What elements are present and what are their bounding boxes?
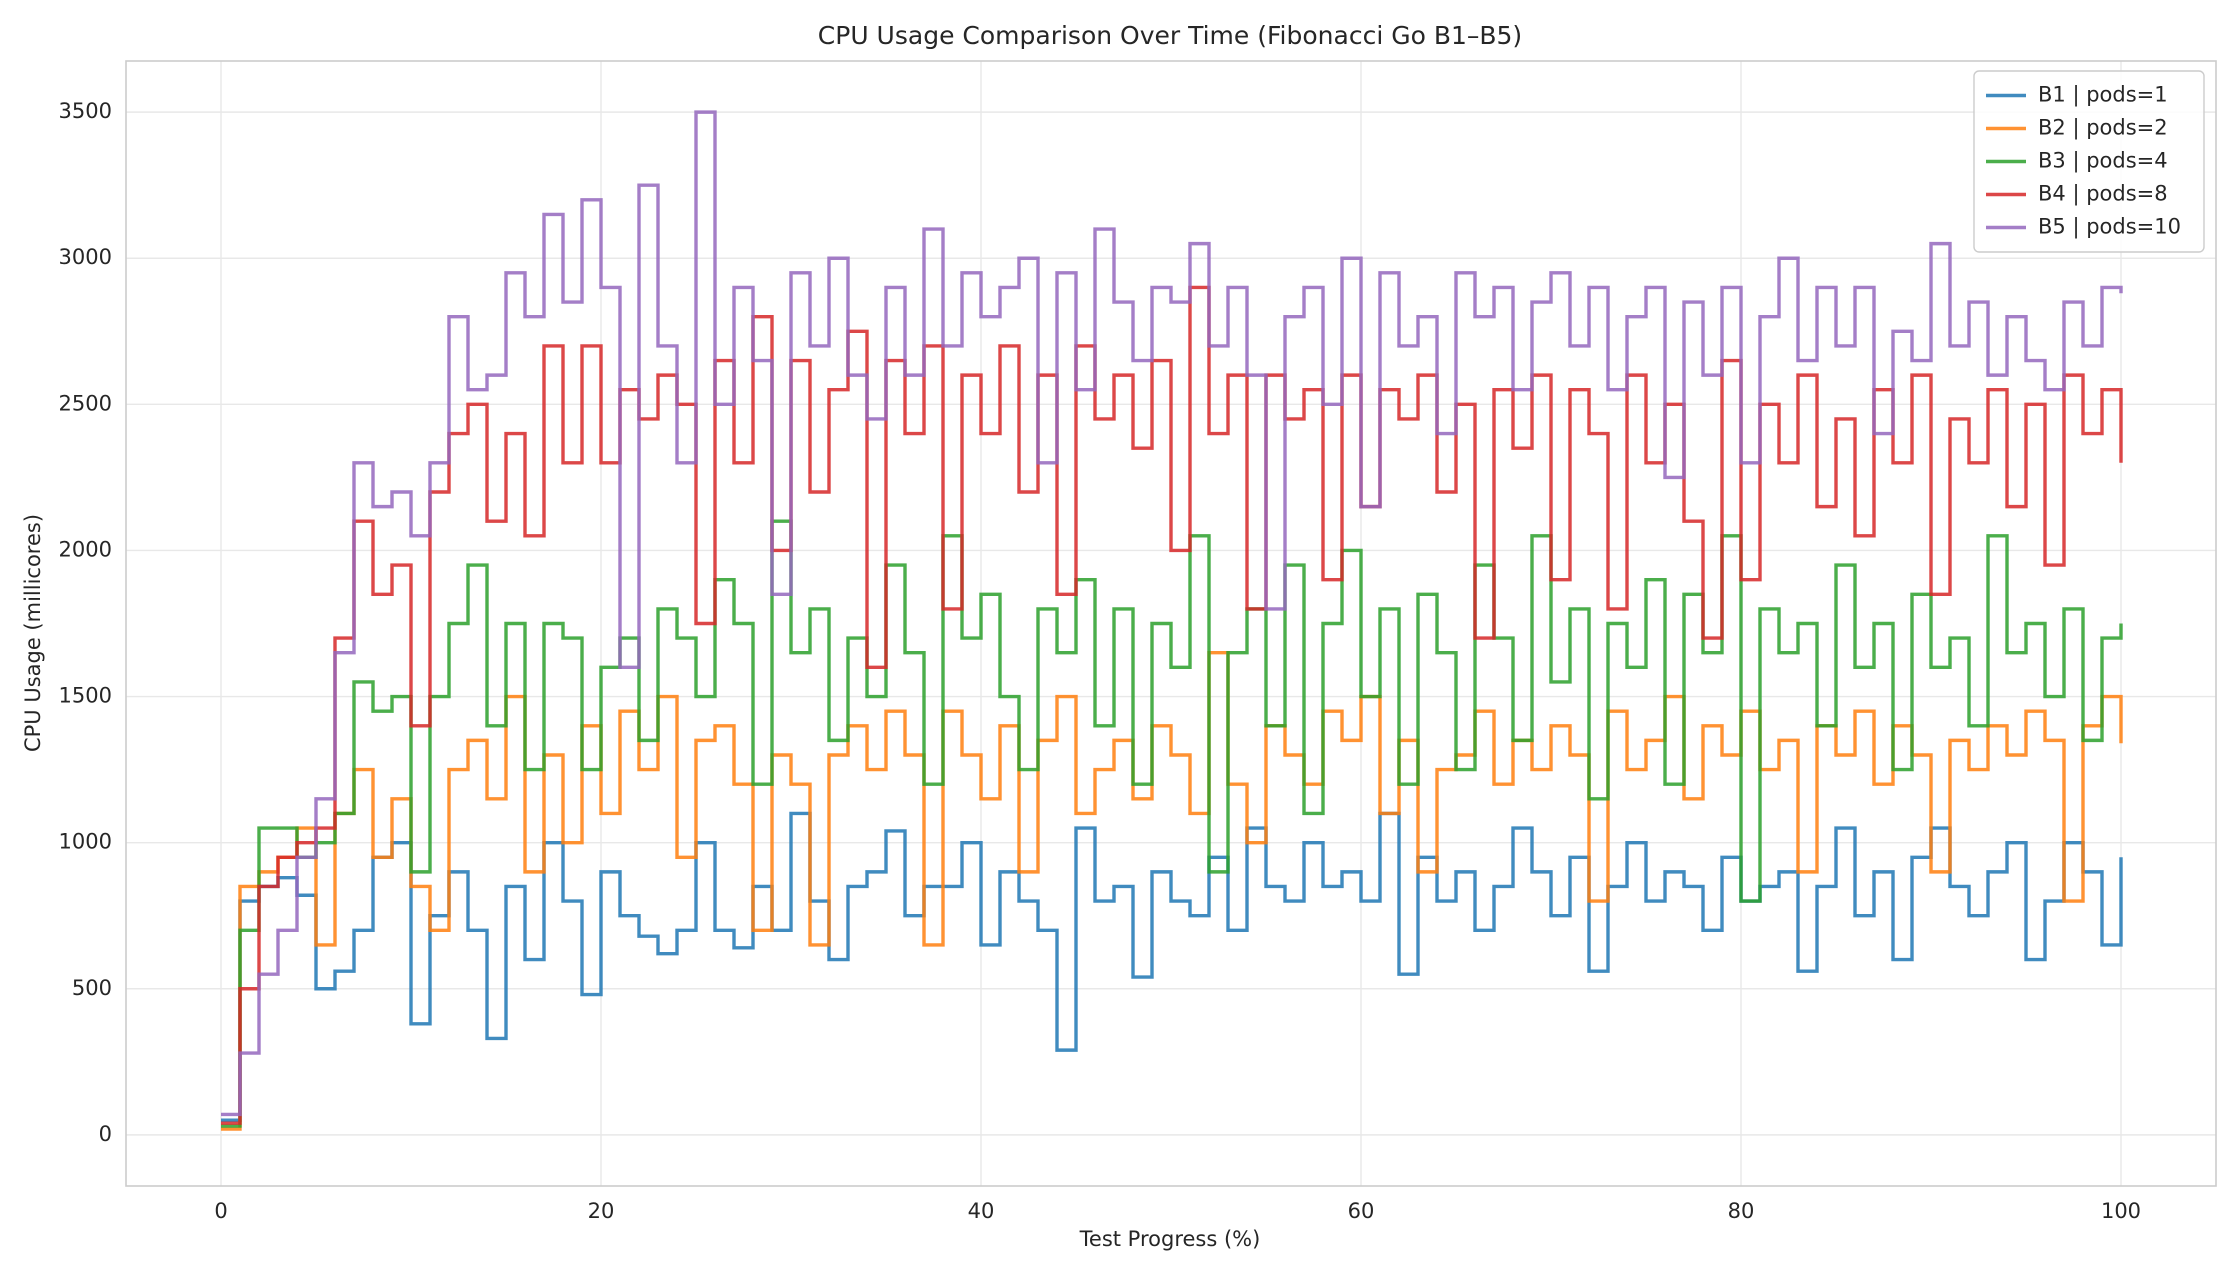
- y-tick-label: 0: [99, 1122, 112, 1146]
- series-line: [221, 519, 2123, 1128]
- y-tick-label: 3000: [59, 245, 112, 269]
- legend-label: B3 | pods=4: [2038, 149, 2168, 174]
- x-tick-label: 20: [588, 1199, 615, 1223]
- y-tick-label: 1000: [59, 830, 112, 854]
- x-tick-label: 0: [214, 1199, 227, 1223]
- legend-label: B1 | pods=1: [2038, 83, 2168, 108]
- x-tick-label: 40: [968, 1199, 995, 1223]
- chart-title: CPU Usage Comparison Over Time (Fibonacc…: [818, 21, 1522, 50]
- x-tick-label: 100: [2101, 1199, 2141, 1223]
- y-tick-label: 2500: [59, 391, 112, 415]
- y-tick-label: 500: [72, 976, 112, 1000]
- legend-label: B2 | pods=2: [2038, 116, 2168, 141]
- series-line: [221, 651, 2123, 1131]
- plot-frame: [125, 60, 2217, 1187]
- legend-label: B5 | pods=10: [2038, 215, 2181, 240]
- x-tick-label: 60: [1348, 1199, 1375, 1223]
- series-line: [221, 285, 2123, 1125]
- y-tick-label: 3500: [59, 99, 112, 123]
- x-tick-label: 80: [1728, 1199, 1755, 1223]
- series-line: [221, 110, 2123, 1117]
- y-axis-label: CPU Usage (millicores): [21, 514, 45, 752]
- legend-label: B4 | pods=8: [2038, 182, 2168, 207]
- legend-box: [1973, 70, 2205, 253]
- y-tick-label: 1500: [59, 684, 112, 708]
- series-line: [221, 811, 2123, 1122]
- x-axis-label: Test Progress (%): [1079, 1227, 1261, 1251]
- y-tick-label: 2000: [59, 537, 112, 561]
